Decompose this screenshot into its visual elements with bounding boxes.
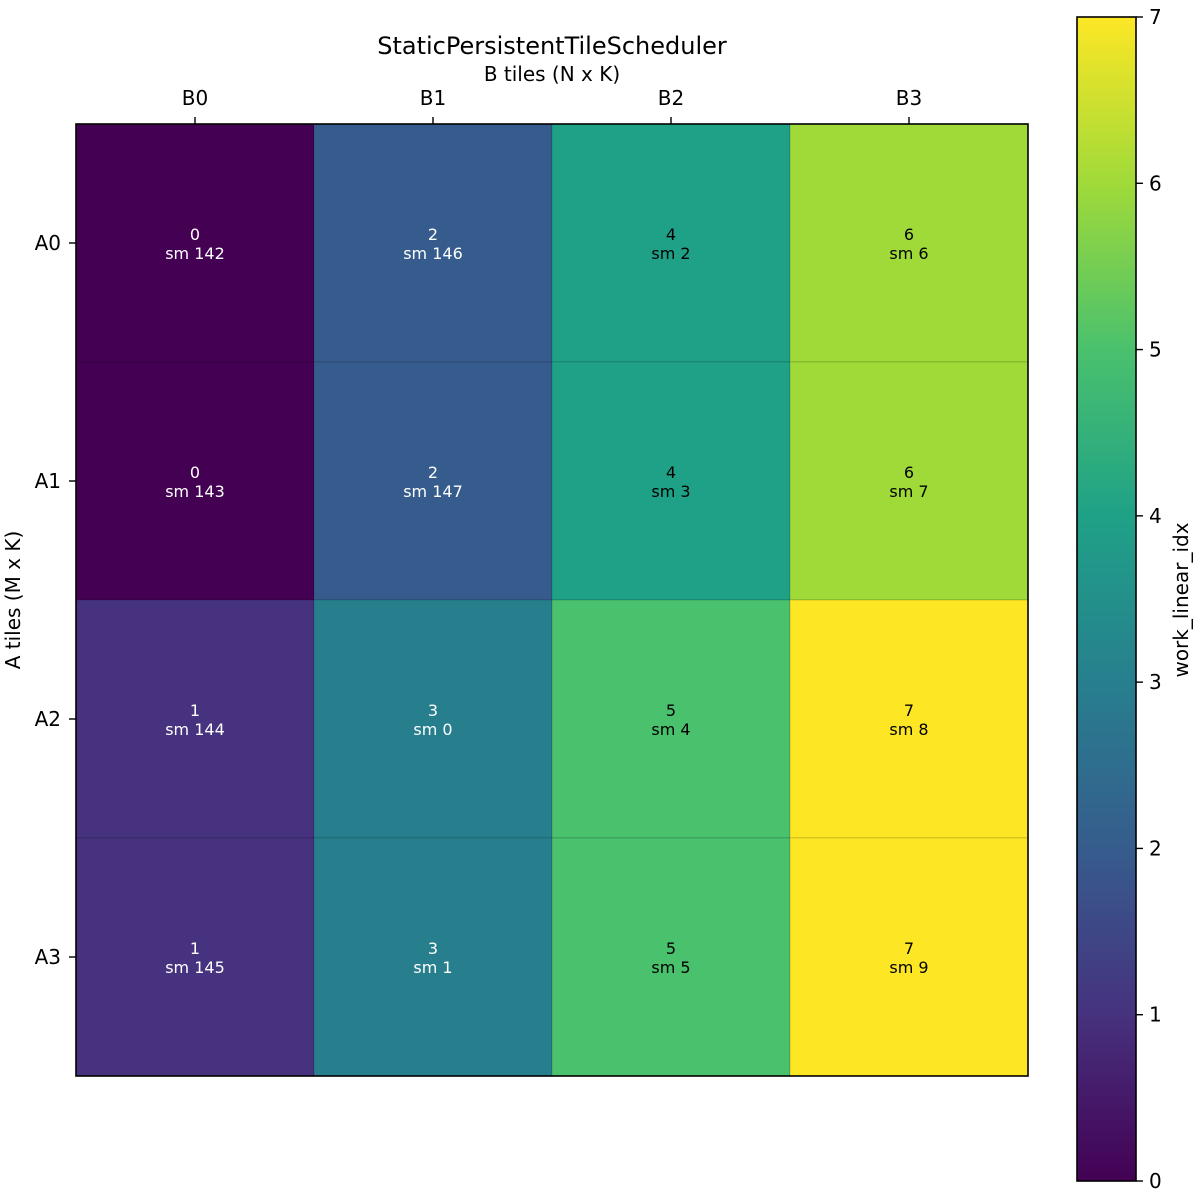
y-axis-label: A tiles (M x K): [1, 531, 25, 670]
y-tick-label: A2: [35, 707, 61, 731]
cell-sm-label: sm 1: [413, 958, 452, 977]
y-tick-label: A1: [35, 469, 61, 493]
colorbar-tick-label: 1: [1149, 1003, 1162, 1027]
colorbar-tick-label: 5: [1149, 338, 1162, 362]
colorbar-tick-label: 4: [1149, 504, 1162, 528]
colorbar-tick-label: 3: [1149, 670, 1162, 694]
cell-sm-label: sm 2: [651, 244, 690, 263]
heatmap-cell: [75, 361, 315, 601]
colorbar-tick-label: 7: [1149, 5, 1162, 29]
colorbar-tick-label: 6: [1149, 171, 1162, 195]
heatmap-cell: [789, 837, 1029, 1077]
x-axis-label: B tiles (N x K): [484, 62, 620, 86]
plot-frame: [75, 123, 1029, 1077]
cell-value-label: 7: [904, 939, 914, 958]
cell-value-label: 3: [428, 939, 438, 958]
colorbar-label: work_linear_idx: [1169, 522, 1193, 677]
cell-value-label: 4: [666, 463, 676, 482]
cell-value-label: 3: [428, 701, 438, 720]
heatmap-cell: [789, 599, 1029, 839]
cell-value-label: 6: [904, 463, 914, 482]
cell-sm-label: sm 147: [403, 482, 463, 501]
x-tick-label: B0: [182, 86, 208, 110]
cell-sm-label: sm 146: [403, 244, 463, 263]
heatmap-cell: [551, 837, 791, 1077]
y-axis-ticks: A0 A1 A2 A3: [35, 231, 76, 969]
cell-sm-label: sm 3: [651, 482, 690, 501]
heatmap-cell: [75, 837, 315, 1077]
x-tick-label: B3: [896, 86, 922, 110]
colorbar-ticks: 0 1 2 3 4 5 6 7: [1136, 5, 1162, 1193]
heatmap-cells: [75, 123, 1029, 1077]
y-tick-label: A0: [35, 231, 61, 255]
cell-sm-label: sm 5: [651, 958, 690, 977]
chart-title: StaticPersistentTileScheduler: [377, 32, 727, 60]
cell-sm-label: sm 142: [165, 244, 225, 263]
cell-value-label: 2: [428, 463, 438, 482]
y-tick-label: A3: [35, 945, 61, 969]
cell-value-label: 7: [904, 701, 914, 720]
heatmap-cell: [75, 123, 315, 363]
x-tick-label: B1: [420, 86, 446, 110]
cell-value-label: 5: [666, 701, 676, 720]
heatmap-cell: [313, 123, 553, 363]
cell-value-label: 4: [666, 225, 676, 244]
x-tick-label: B2: [658, 86, 684, 110]
cell-sm-label: sm 144: [165, 720, 225, 739]
cell-sm-label: sm 0: [413, 720, 452, 739]
colorbar-tick-label: 0: [1149, 1169, 1162, 1193]
heatmap-cell: [551, 361, 791, 601]
cell-value-label: 1: [190, 701, 200, 720]
cell-sm-label: sm 145: [165, 958, 225, 977]
cell-sm-label: sm 143: [165, 482, 225, 501]
heatmap-cell: [313, 599, 553, 839]
colorbar: [1076, 16, 1137, 1182]
heatmap-cell: [313, 837, 553, 1077]
cell-value-label: 0: [190, 225, 200, 244]
cell-sm-label: sm 6: [889, 244, 928, 263]
heatmap-cell: [789, 361, 1029, 601]
cell-sm-label: sm 7: [889, 482, 928, 501]
heatmap-cell: [789, 123, 1029, 363]
cell-value-label: 1: [190, 939, 200, 958]
colorbar-tick-label: 2: [1149, 836, 1162, 860]
cell-sm-label: sm 4: [651, 720, 690, 739]
cell-value-label: 5: [666, 939, 676, 958]
heatmap-cell: [313, 361, 553, 601]
cell-sm-label: sm 9: [889, 958, 928, 977]
cell-value-label: 0: [190, 463, 200, 482]
cell-value-label: 2: [428, 225, 438, 244]
cell-value-label: 6: [904, 225, 914, 244]
cell-sm-label: sm 8: [889, 720, 928, 739]
x-axis-ticks: B0 B1 B2 B3: [182, 86, 922, 124]
